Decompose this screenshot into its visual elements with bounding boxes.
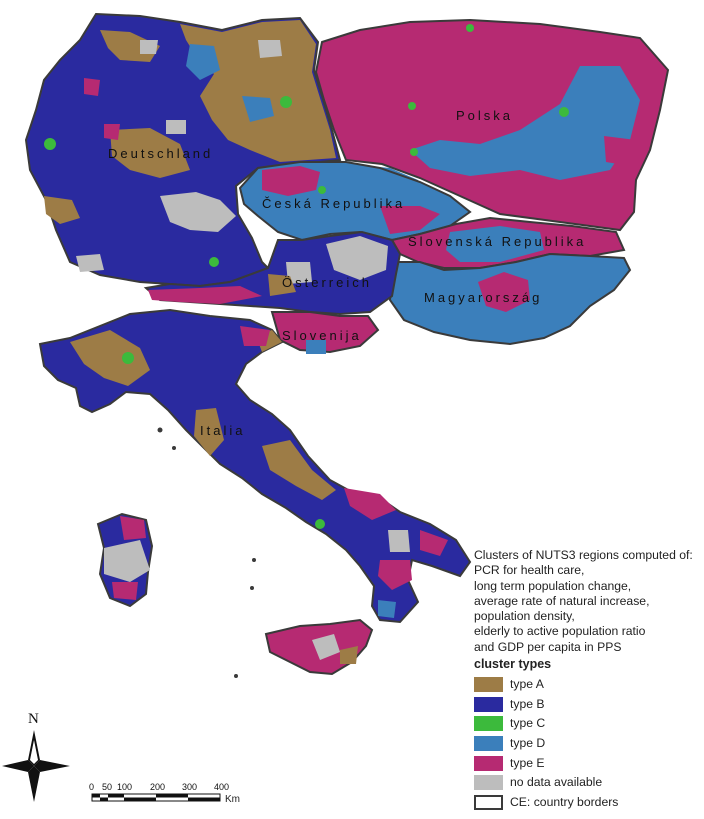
region-germany-west-typeA <box>44 196 80 224</box>
map-description: Clusters of NUTS3 regions computed of: P… <box>474 548 704 655</box>
scale-unit-label: Km <box>225 794 240 805</box>
region-germany-typeD2 <box>242 96 274 122</box>
region-sardinia-nodata <box>104 540 150 582</box>
scale-tick-label: 100 <box>117 782 133 792</box>
description-line: and GDP per capita in PPS <box>474 639 622 654</box>
country-label-polska: Polska <box>456 108 514 123</box>
region-germany-nodata <box>160 192 236 232</box>
region-germany-typeD <box>186 44 220 80</box>
legend-swatch-type-e <box>474 756 503 771</box>
country-label-osterreich: Österreich <box>282 275 372 290</box>
region-italy-typeC2 <box>315 519 325 529</box>
country-label-deutschland: Deutschland <box>108 146 214 161</box>
region-poland-typeC <box>466 24 474 32</box>
region-germany-typeC3 <box>209 257 219 267</box>
description-line: elderly to active population ratio <box>474 624 646 639</box>
scale-tick-label: 200 <box>150 782 166 792</box>
region-italy-typeA2 <box>194 408 224 456</box>
region-sicily-nodata <box>312 634 340 660</box>
country-label-ceska-republika: Česká Republika <box>262 196 406 211</box>
region-germany-central-typeA <box>110 128 190 178</box>
region-austria-typeE <box>148 286 262 304</box>
region-czech-typeE2 <box>380 206 440 234</box>
legend-swatch-type-d <box>474 736 503 751</box>
region-germany-typeE2 <box>104 124 120 140</box>
legend-label: no data available <box>510 775 603 789</box>
island <box>234 674 238 678</box>
country-label-slovenska-republika: Slovenská Republika <box>408 234 587 249</box>
region-germany-nodata4 <box>166 120 186 134</box>
island <box>172 446 176 450</box>
region-germany-typeE <box>84 78 100 96</box>
legend-label: CE: country borders <box>510 795 619 809</box>
legend-label: type B <box>510 697 545 711</box>
region-poland-typeC4 <box>410 148 418 156</box>
legend-swatch-country-borders <box>474 795 503 810</box>
scale-tick-label: 0 <box>89 782 95 792</box>
region-italy-typeA3 <box>262 440 336 500</box>
description-line: long term population change, <box>474 578 632 593</box>
region-italy-typeE2 <box>344 488 396 520</box>
region-italy-north-typeA <box>70 330 150 386</box>
legend-title: cluster types <box>474 657 552 671</box>
region-austria-typeA <box>268 274 296 296</box>
region-germany-nodata3 <box>140 40 158 54</box>
region-czech-typeE <box>262 166 320 196</box>
legend-swatch-type-c <box>474 716 503 731</box>
legend-swatch-type-b <box>474 697 503 712</box>
scale-tick-label: 50 <box>102 782 113 792</box>
region-germany-east-typeA <box>180 20 336 162</box>
region-slovenia <box>270 311 380 354</box>
region-austria-nodata2 <box>286 262 312 284</box>
island <box>252 558 256 562</box>
scale-tick-label: 400 <box>214 782 230 792</box>
region-sicily-typeA <box>340 646 358 664</box>
region-czech-typeC <box>318 186 326 194</box>
region-germany-nodata2 <box>258 40 282 58</box>
legend-label: type E <box>510 756 545 770</box>
region-italy-typeE <box>240 326 270 346</box>
region-poland-typeE-se <box>604 136 636 166</box>
region-poland-typeC3 <box>559 107 569 117</box>
region-sardinia-typeE <box>120 516 146 540</box>
region-italy-typeE3 <box>378 560 412 590</box>
region-poland-typeC2 <box>408 102 416 110</box>
legend-label: type C <box>510 716 546 730</box>
description-line: Clusters of NUTS3 regions computed of: <box>474 548 693 562</box>
region-italy-typeE4 <box>420 530 448 556</box>
north-arrow-icon <box>2 730 70 802</box>
legend-swatch-no-data <box>474 775 503 790</box>
north-label: N <box>28 711 39 727</box>
island <box>157 427 163 433</box>
region-italy-nodata <box>388 530 410 552</box>
description-line: PCR for health care, <box>474 563 585 578</box>
region-slovenia-typeD <box>306 340 326 354</box>
legend-label: type D <box>510 736 546 750</box>
region-sardinia-typeE2 <box>112 582 138 600</box>
region-poland-typeD <box>410 66 640 180</box>
region-germany-nodata5 <box>76 254 104 272</box>
legend-swatch-type-a <box>474 677 503 692</box>
region-slovakia-typeD <box>446 226 544 262</box>
region-germany-typeC2 <box>280 96 292 108</box>
country-label-slovenija: Slovenija <box>282 328 362 343</box>
country-label-italia: Italia <box>200 423 246 438</box>
region-italy-typeC <box>122 352 134 364</box>
region-austria-nodata <box>326 236 388 280</box>
region-italy-typeD <box>378 600 396 618</box>
region-hungary-typeE <box>478 272 530 312</box>
island <box>250 586 254 590</box>
description-line: average rate of natural increase, <box>474 593 650 608</box>
scale-bar <box>91 793 221 802</box>
region-germany-typeC <box>44 138 56 150</box>
country-label-magyarorszag: Magyarország <box>424 290 543 305</box>
description-line: population density, <box>474 609 575 624</box>
scale-tick-label: 300 <box>182 782 198 792</box>
legend-label: type A <box>510 677 544 691</box>
